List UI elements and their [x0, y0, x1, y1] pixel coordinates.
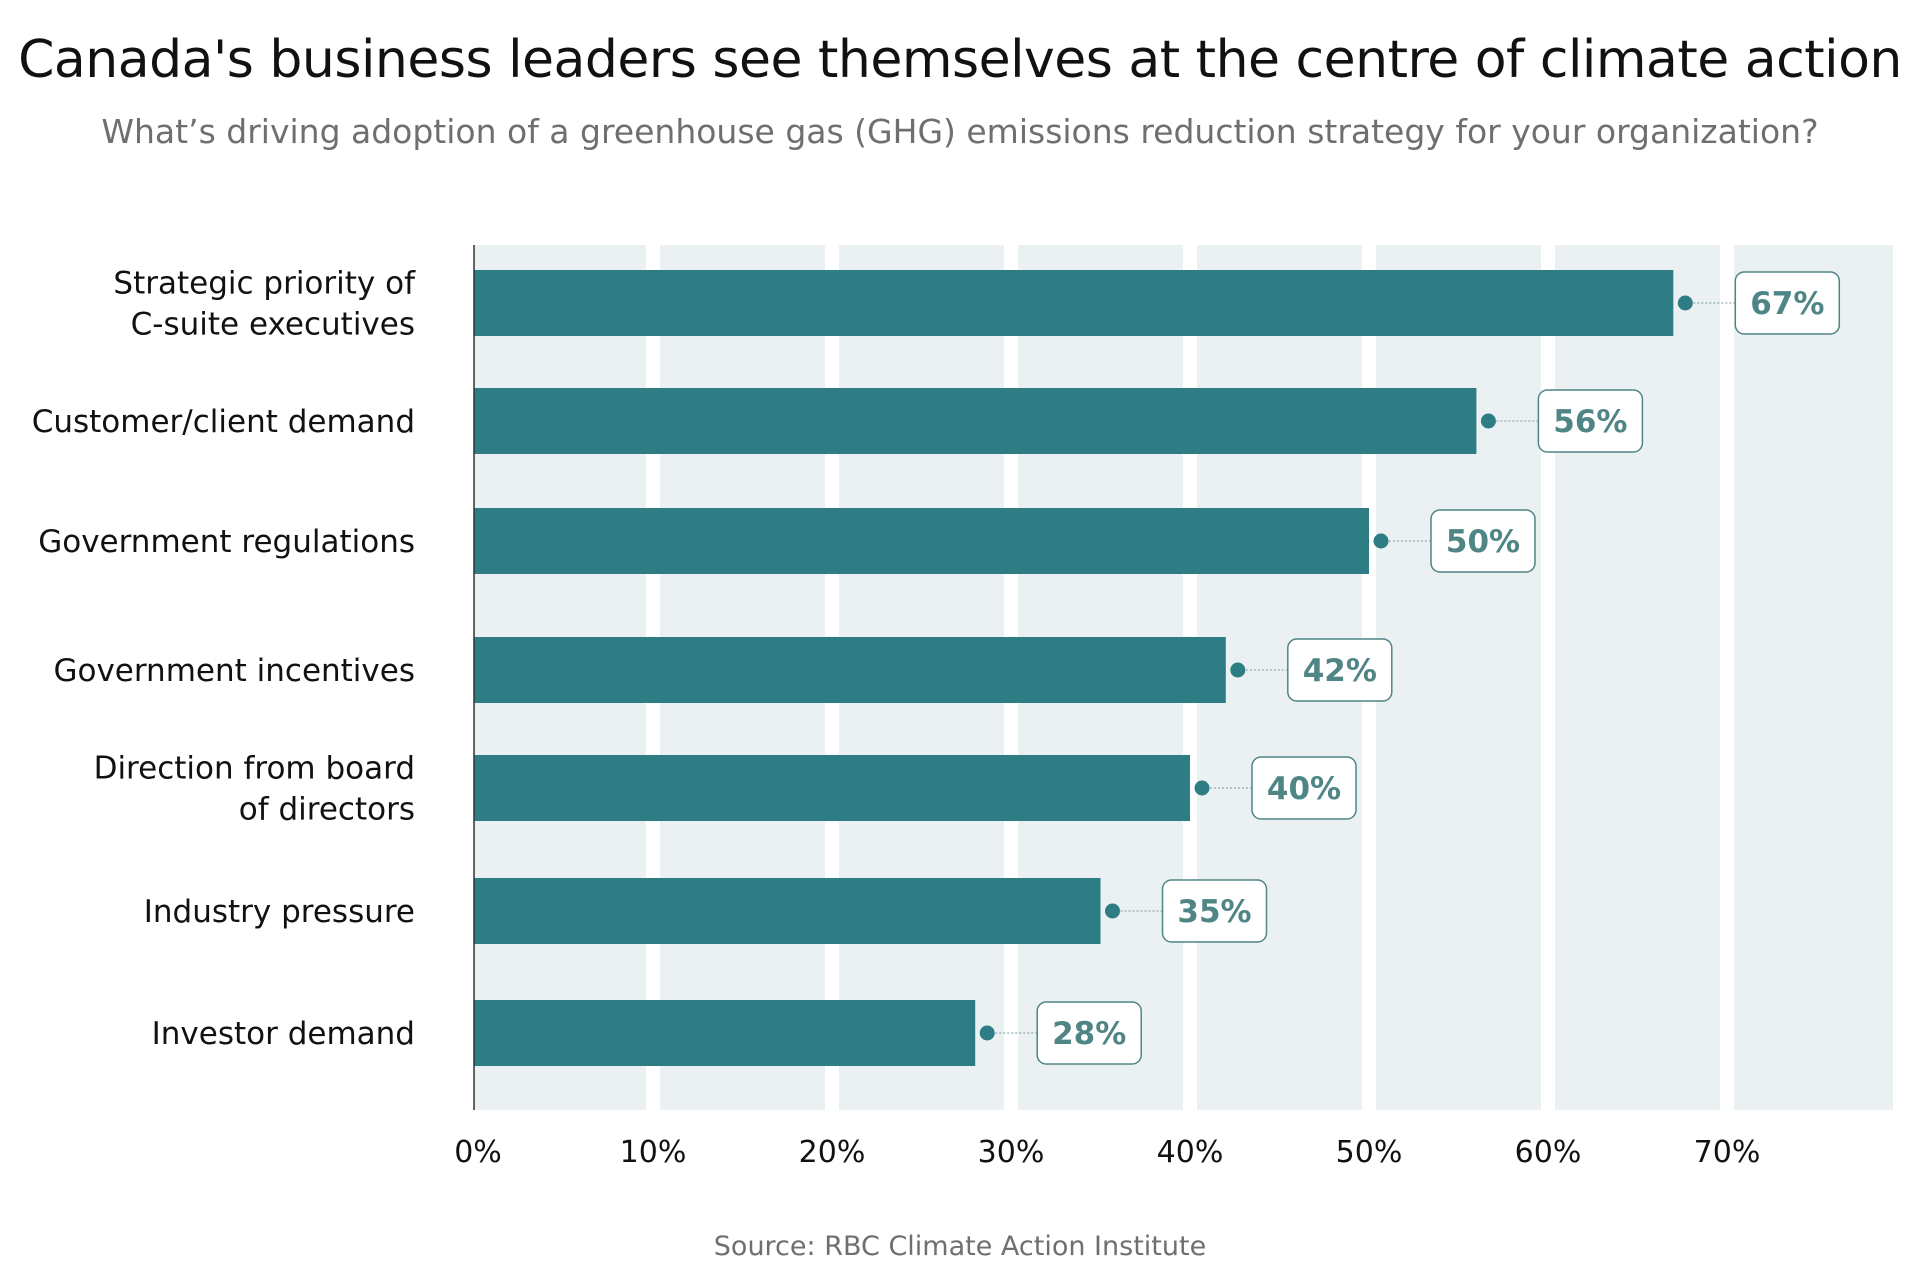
category-label: C-suite executives — [131, 307, 415, 343]
data-label-box — [1537, 389, 1644, 453]
category-label: Government incentives — [53, 653, 415, 689]
x-tick-label: 20% — [799, 1135, 866, 1170]
category-label: Direction from board — [94, 751, 415, 787]
x-tick-labels-group: 0% 10% 20% 30% 40% 50% 60% 70% — [454, 1135, 1760, 1170]
chart-source: Source: RBC Climate Action Institute — [713, 1231, 1207, 1262]
bar-end-dot — [1480, 413, 1496, 429]
bar — [474, 1000, 976, 1066]
data-label: 56% — [1553, 404, 1627, 440]
data-label: 40% — [1267, 771, 1341, 807]
data-label-box — [1251, 756, 1357, 820]
data-label-box — [1161, 879, 1268, 943]
data-label: 28% — [1052, 1016, 1126, 1052]
category-label: Investor demand — [152, 1016, 415, 1052]
data-label-box — [1430, 509, 1536, 573]
category-label: Strategic priority of — [113, 266, 416, 302]
x-tick-label: 40% — [1157, 1135, 1224, 1170]
bar-end-dot — [1677, 295, 1693, 311]
category-label: of directors — [239, 792, 415, 828]
connectors-group — [979, 295, 1736, 1041]
bar — [474, 755, 1190, 821]
category-labels-group: Strategic priority of C-suite executives C… — [32, 266, 416, 1053]
bar — [474, 878, 1101, 944]
x-tick-label: 60% — [1515, 1135, 1582, 1170]
data-label: 67% — [1750, 286, 1824, 322]
data-label: 35% — [1177, 894, 1251, 930]
x-tick-label: 0% — [454, 1135, 502, 1170]
bar — [474, 270, 1674, 336]
data-label-box — [1036, 1001, 1142, 1065]
bars-group — [474, 270, 1674, 1066]
category-label: Industry pressure — [144, 894, 415, 930]
data-labels-group: 67% 56% 50% 42% 40% 35% 28% — [1036, 271, 1841, 1065]
data-label-box — [1287, 638, 1393, 702]
bar-end-dot — [1373, 533, 1389, 549]
bar-end-dot — [1105, 903, 1120, 919]
data-label-box — [1734, 271, 1841, 335]
bar — [474, 388, 1477, 454]
category-label: Government regulations — [38, 524, 415, 560]
bar-end-dot — [1194, 780, 1210, 796]
bar-end-dot — [979, 1025, 995, 1041]
data-label: 50% — [1446, 524, 1520, 560]
category-label: Customer/client demand — [32, 404, 415, 440]
x-tick-label: 10% — [620, 1135, 687, 1170]
chart-title: Canada's business leaders see themselves… — [18, 30, 1902, 90]
bar-end-dot — [1230, 662, 1246, 678]
chart-subtitle: What’s driving adoption of a greenhouse … — [101, 112, 1819, 151]
gridline — [1541, 245, 1555, 1110]
bar — [474, 637, 1226, 703]
gridline — [1720, 245, 1734, 1110]
x-tick-label: 70% — [1694, 1135, 1761, 1170]
x-tick-label: 50% — [1336, 1135, 1403, 1170]
bar — [474, 508, 1369, 574]
data-label: 42% — [1303, 653, 1377, 689]
x-tick-label: 30% — [978, 1135, 1045, 1170]
